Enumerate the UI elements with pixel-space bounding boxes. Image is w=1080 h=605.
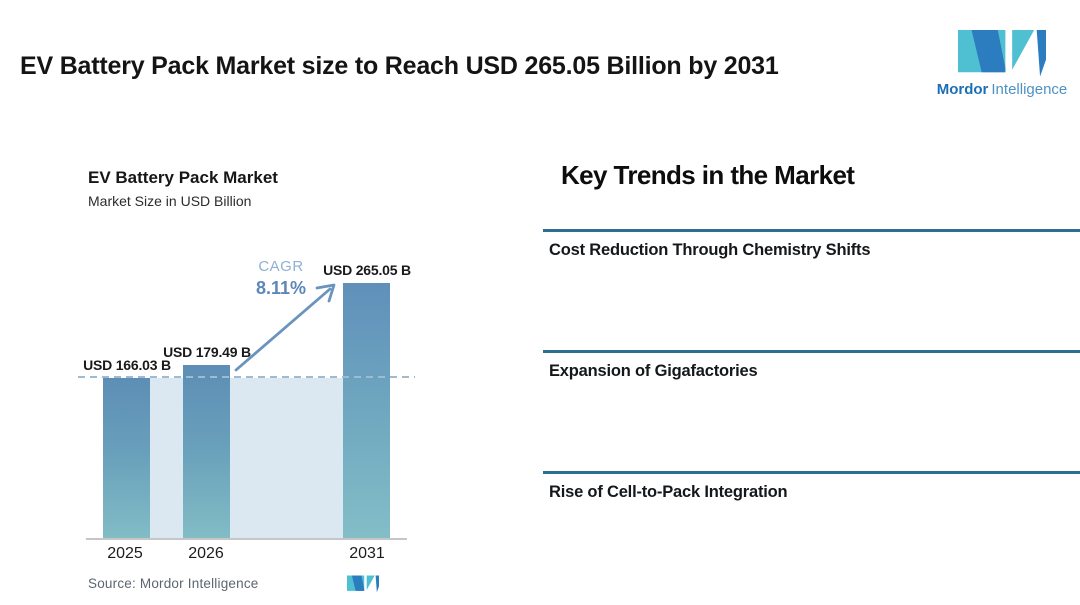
x-axis-line xyxy=(86,538,407,540)
bar-value-label: USD 265.05 B xyxy=(323,262,411,278)
reference-dashed-line xyxy=(78,376,415,378)
trend-label: Cost Reduction Through Chemistry Shifts xyxy=(549,241,871,259)
mordor-logo-icon xyxy=(958,26,1046,78)
trend-label: Rise of Cell-to-Pack Integration xyxy=(549,483,788,501)
bar-2025 xyxy=(103,378,150,538)
cagr-label: CAGR xyxy=(258,258,304,275)
x-axis-label-2025: 2025 xyxy=(107,545,143,562)
bar-2031 xyxy=(343,283,390,538)
mordor-logo-mini-icon xyxy=(347,573,379,594)
trend-row: Expansion of Gigafactories xyxy=(543,350,1080,381)
bar-value-label: USD 179.49 B xyxy=(163,344,251,360)
growth-arrow-icon xyxy=(234,283,336,372)
brand-logo: Mordor Intelligence xyxy=(936,26,1068,98)
brand-name-secondary: Intelligence xyxy=(991,81,1068,98)
trend-row: Cost Reduction Through Chemistry Shifts xyxy=(543,229,1080,260)
cagr-value: 8.11% xyxy=(255,277,307,298)
page-title: EV Battery Pack Market size to Reach USD… xyxy=(20,52,779,80)
bar-2026 xyxy=(183,365,230,538)
bar-value-label: USD 166.03 B xyxy=(83,357,171,373)
below-baseline-shade xyxy=(103,378,390,538)
trend-label: Expansion of Gigafactories xyxy=(549,362,758,380)
source-note: Source: Mordor Intelligence xyxy=(88,576,259,591)
brand-name: Mordor Intelligence xyxy=(936,81,1068,98)
brand-name-primary: Mordor xyxy=(936,81,989,98)
chart-title: EV Battery Pack Market xyxy=(88,168,278,187)
x-axis-label-2026: 2026 xyxy=(188,545,224,562)
trends-heading: Key Trends in the Market xyxy=(561,160,855,190)
trend-row: Rise of Cell-to-Pack Integration xyxy=(543,471,1080,502)
cagr-annotation: CAGR 8.11% xyxy=(234,258,328,299)
chart-subtitle: Market Size in USD Billion xyxy=(88,193,252,209)
x-axis-label-2031: 2031 xyxy=(349,545,385,562)
